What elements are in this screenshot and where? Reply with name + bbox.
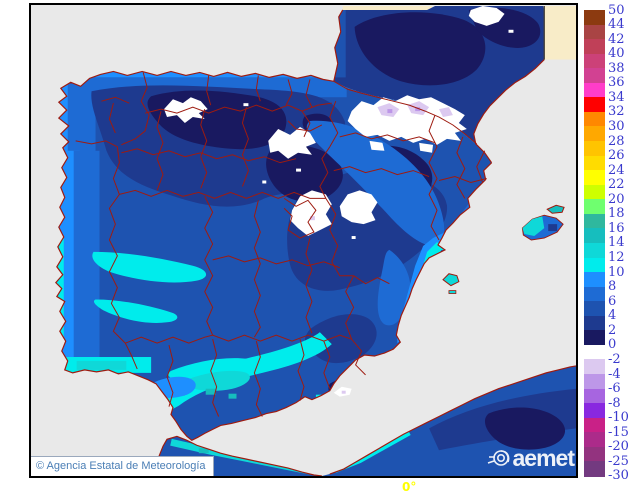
colorbar-label: 0 [608, 337, 617, 353]
colorbar-swatch [584, 403, 605, 419]
colorbar-label: 2 [608, 322, 617, 338]
colorbar-label: 6 [608, 293, 617, 309]
copyright-label: © Agencia Estatal de Meteorología [31, 456, 214, 476]
colorbar-label: -2 [608, 351, 621, 367]
colorbar-label: 14 [608, 235, 625, 251]
colorbar-label: 26 [608, 148, 625, 164]
colorbar-swatch [584, 315, 605, 331]
colorbar-swatch [584, 68, 605, 84]
colorbar-swatch [584, 24, 605, 40]
colorbar-swatch [584, 97, 605, 113]
colorbar-swatch [584, 330, 605, 346]
colorbar-swatch [584, 199, 605, 215]
colorbar-label: 20 [608, 191, 625, 207]
colorbar-swatch [584, 257, 605, 273]
colorbar-swatch [584, 242, 605, 259]
colorbar-swatch [584, 141, 605, 157]
colorbar-label: 38 [608, 60, 625, 76]
colorbar-swatch [584, 53, 605, 69]
colorbar-swatch [584, 228, 605, 244]
colorbar-label: 4 [608, 308, 617, 324]
colorbar-swatch [584, 286, 605, 302]
snow-patches [164, 5, 514, 397]
colorbar-label: 42 [608, 31, 625, 47]
colorbar-label: 18 [608, 206, 625, 222]
colorbar-label: 22 [608, 177, 625, 193]
colorbar-label: 24 [608, 162, 625, 178]
colorbar-swatch [584, 184, 605, 200]
colorbar-swatch [584, 432, 605, 448]
colorbar-label: 40 [608, 46, 625, 62]
temperature-scale-colorbar: 50 44 42 40 38 36 34 32 30 28 26 24 22 20 18 16 14 12 10 8 6… [584, 3, 630, 490]
copyright-text: © Agencia Estatal de Meteorología [36, 460, 206, 472]
colorbar-label: 34 [608, 89, 625, 105]
colorbar-label: -20 [608, 439, 629, 455]
colorbar-label: -30 [608, 468, 629, 484]
colorbar-label: -6 [608, 381, 621, 397]
colorbar-swatch [584, 82, 605, 98]
colorbar-swatch [584, 213, 605, 229]
colorbar-label: 28 [608, 133, 625, 149]
colorbar-swatch [584, 10, 605, 26]
coastlines [55, 5, 576, 476]
map-frame: © Agencia Estatal de Meteorología aemet [29, 3, 578, 478]
temperature-map [31, 5, 576, 476]
colorbar-swatch [584, 388, 605, 404]
colorbar-label: -10 [608, 410, 629, 426]
colorbar-label: 36 [608, 75, 625, 91]
colorbar-label: 44 [608, 17, 625, 33]
north-africa-region [155, 365, 576, 476]
colorbar-swatch [584, 126, 605, 142]
colorbar-swatch [584, 111, 605, 128]
meridian-label-0deg: 0° [402, 480, 417, 494]
colorbar-label: 32 [608, 104, 625, 120]
colorbar-label: 30 [608, 118, 625, 134]
colorbar-label: -15 [608, 424, 629, 440]
balearic-islands [442, 204, 565, 294]
colorbar-swatch [584, 272, 605, 288]
colorbar-swatch [584, 461, 605, 477]
colorbar-label: 50 [608, 2, 625, 18]
province-borders [75, 72, 487, 417]
colorbar-label: -25 [608, 453, 629, 469]
colorbar-swatch [584, 155, 605, 171]
colorbar-swatch [584, 374, 605, 390]
colorbar-label: -8 [608, 395, 621, 411]
colorbar-swatch [584, 446, 605, 462]
colorbar-swatch [584, 359, 605, 375]
colorbar-label: 10 [608, 264, 625, 280]
colorbar-swatch [584, 170, 605, 186]
colorbar-label: -4 [608, 366, 621, 382]
colorbar-label: 16 [608, 220, 625, 236]
colorbar-label: 12 [608, 250, 625, 266]
colorbar-swatch [584, 39, 605, 55]
colorbar-swatch [584, 417, 605, 433]
colorbar-label: 8 [608, 279, 617, 295]
colorbar-swatch [584, 301, 605, 317]
